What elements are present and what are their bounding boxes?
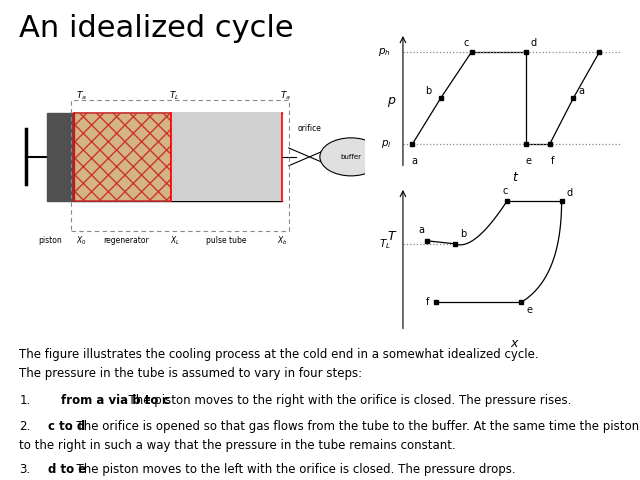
Text: f: f	[550, 156, 554, 166]
Bar	[172, 112, 282, 201]
Bar	[47, 112, 74, 201]
Text: The pressure in the tube is assumed to vary in four steps:: The pressure in the tube is assumed to v…	[19, 367, 362, 380]
Text: 3.: 3.	[19, 463, 30, 476]
Text: The figure illustrates the cooling process at the cold end in a somewhat idealiz: The figure illustrates the cooling proce…	[19, 348, 539, 361]
Text: a: a	[419, 225, 424, 235]
Text: buffer: buffer	[340, 154, 362, 160]
Text: . The orifice is opened so that gas flows from the tube to the buffer. At the sa: . The orifice is opened so that gas flow…	[69, 420, 640, 433]
Text: $p_l$: $p_l$	[381, 138, 391, 150]
Bar	[74, 112, 172, 201]
Text: from a via b to c: from a via b to c	[61, 394, 170, 407]
Text: c to d: c to d	[48, 420, 85, 433]
Text: d to e: d to e	[48, 463, 86, 476]
Text: x: x	[511, 337, 518, 350]
Bar	[71, 100, 289, 231]
Text: b: b	[425, 86, 431, 96]
Text: $X_L$: $X_L$	[170, 234, 180, 247]
Circle shape	[320, 138, 382, 176]
Text: An idealized cycle: An idealized cycle	[19, 14, 294, 43]
Text: p: p	[387, 94, 395, 108]
Text: f: f	[426, 297, 429, 307]
Text: . The piston moves to the left with the orifice is closed. The pressure drops.: . The piston moves to the left with the …	[69, 463, 516, 476]
Text: $p_h$: $p_h$	[378, 46, 391, 58]
Text: $X_0$: $X_0$	[76, 234, 87, 247]
Text: a: a	[412, 156, 418, 166]
Text: b: b	[460, 229, 466, 239]
Text: $T_L$: $T_L$	[379, 237, 391, 251]
Text: $T_L$: $T_L$	[170, 89, 180, 102]
Text: $X_b$: $X_b$	[276, 234, 287, 247]
Text: c: c	[502, 186, 508, 196]
Text: $T_a$: $T_a$	[280, 89, 291, 102]
Text: to the right in such a way that the pressure in the tube remains constant.: to the right in such a way that the pres…	[19, 439, 456, 452]
Text: $T_a$: $T_a$	[76, 89, 87, 102]
Text: orifice: orifice	[298, 124, 321, 133]
Text: d: d	[531, 37, 537, 48]
Text: T: T	[387, 229, 395, 243]
Text: a: a	[578, 86, 584, 96]
Text: . The piston moves to the right with the orifice is closed. The pressure rises.: . The piston moves to the right with the…	[120, 394, 571, 407]
Text: 2.: 2.	[19, 420, 31, 433]
Text: pulse tube: pulse tube	[206, 237, 247, 245]
Text: t: t	[512, 171, 516, 184]
Text: c: c	[464, 37, 469, 48]
Text: e: e	[525, 156, 531, 166]
Text: 1.: 1.	[19, 394, 31, 407]
Text: piston: piston	[38, 237, 62, 245]
Text: e: e	[526, 305, 532, 315]
Text: regenerator: regenerator	[104, 237, 149, 245]
Text: d: d	[566, 188, 572, 198]
